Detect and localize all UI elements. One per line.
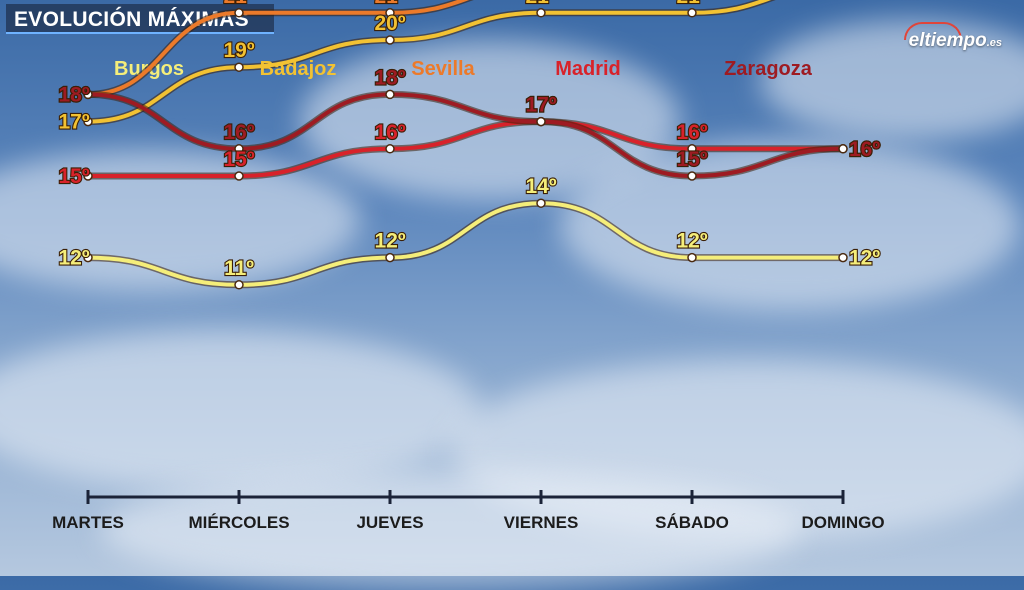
brand-logo: eltiempo.es [909,30,1002,52]
data-point-sevilla [234,8,244,18]
data-label-madrid: 17º [525,94,556,117]
x-tick-label-viernes: VIERNES [504,513,579,532]
x-tick-label-miercoles: MIÉRCOLES [188,513,289,532]
data-point-badajoz [234,62,244,72]
data-label-zaragoza: 15º [676,148,707,171]
data-point-zaragoza [234,144,244,154]
data-label-burgos: 12º [849,247,880,270]
data-label-madrid: 16º [374,121,405,144]
logo-text: eltiempo [908,30,987,51]
data-point-zaragoza [838,144,848,154]
data-label-zaragoza: 18º [58,83,89,106]
series-line-sevilla [86,0,470,97]
data-label-badajoz: 21º [525,0,556,8]
logo-suffix: .es [986,37,1002,49]
data-label-zaragoza: 18º [374,66,405,89]
data-label-madrid: 15º [223,148,254,171]
x-tick-label-sabado: SÁBADO [655,513,729,532]
data-label-burgos: 14º [525,175,556,198]
data-label-badajoz: 19º [223,39,254,62]
series-badajoz [83,0,776,127]
data-point-zaragoza [687,171,697,181]
data-point-badajoz [536,8,546,18]
data-point-zaragoza [536,116,546,127]
data-label-madrid: 15º [58,165,89,188]
data-point-madrid [687,144,697,154]
series-line-zaragoza [86,92,845,179]
data-label-burgos: 12º [676,230,707,253]
x-tick-label-martes: MARTES [52,513,124,532]
legend-label-sevilla: Sevilla [411,58,475,80]
data-point-badajoz [687,8,697,18]
data-label-badajoz: 20º [374,12,405,35]
data-label-zaragoza: 17º [525,94,556,117]
data-point-burgos [838,252,848,263]
data-label-sevilla: 21º [374,0,405,8]
data-point-madrid [385,144,395,154]
data-point-sevilla [385,8,395,18]
series-line-burgos [86,201,845,287]
data-label-zaragoza: 16º [223,121,254,144]
title-banner: EVOLUCIÓN MÁXIMAS [6,4,274,34]
series-sevilla [83,0,474,100]
data-label-madrid: 16º [676,121,707,144]
data-label-sevilla: 21º [223,0,254,8]
data-point-burgos [234,280,244,290]
data-point-madrid [83,171,93,181]
series-burgos [83,198,848,290]
data-point-burgos [687,252,697,263]
x-tick-label-domingo: DOMINGO [801,513,884,532]
data-point-zaragoza [385,89,395,100]
legend-label-badajoz: Badajoz [260,58,337,80]
data-label-zaragoza: 16º [849,138,880,161]
data-label-sevilla: 18º [58,83,89,106]
legend-label-madrid: Madrid [555,58,621,80]
data-point-burgos [83,252,93,263]
data-point-madrid [234,171,244,181]
data-label-badajoz: 17º [58,111,89,134]
data-label-badajoz: 21º [676,0,707,8]
series-line-shadow-sevilla [84,0,474,98]
series-line-shadow-burgos [84,199,847,289]
temperature-line-chart: MARTES MIÉRCOLES JUEVES VIERNES SÁBADO DOMING… [52,0,885,532]
data-label-burgos: 12º [374,230,405,253]
data-point-badajoz [83,116,93,127]
data-label-burgos: 12º [58,247,89,270]
legend-label-zaragoza: Zaragoza [724,58,813,80]
data-point-badajoz [385,35,395,45]
data-point-burgos [385,252,395,263]
series-line-badajoz [86,0,772,124]
series-zaragoza [83,89,848,181]
data-point-zaragoza [83,89,93,100]
data-label-burgos: 11º [224,257,254,280]
data-point-burgos [536,198,546,208]
x-tick-label-jueves: JUEVES [356,513,423,532]
series-line-madrid [86,119,845,179]
data-label-madrid: 16º [849,138,880,161]
